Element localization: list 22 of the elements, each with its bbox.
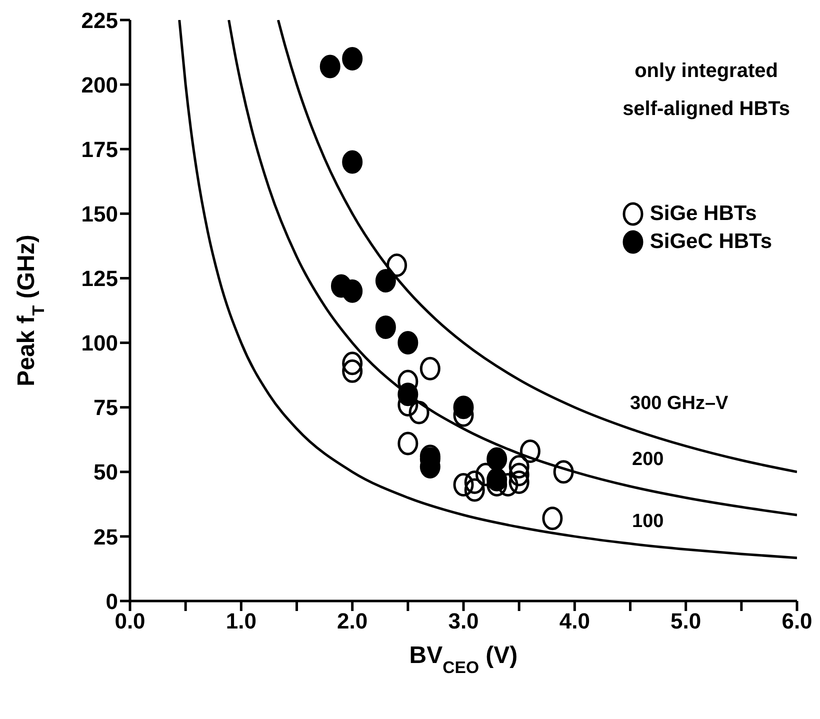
x-tick-label: 3.0 <box>448 608 479 634</box>
y-tick-label: 200 <box>81 72 118 98</box>
y-tick-label: 175 <box>81 136 118 162</box>
x-tick-label: 5.0 <box>670 608 702 634</box>
x-tick-label: 4.0 <box>559 608 590 634</box>
y-tick-label: 75 <box>94 395 118 420</box>
y-tick-label: 150 <box>81 201 118 226</box>
annotation: 100 <box>632 510 664 534</box>
annotation: only integrated self-aligned HBTs <box>622 59 790 122</box>
x-tick-label: 6.0 <box>782 608 812 634</box>
legend-label: SiGe HBTs <box>650 202 757 226</box>
x-axis-title: BV$_{CEO}$ (V) <box>409 642 518 676</box>
y-tick-label: 125 <box>81 266 118 292</box>
y-tick-label: 225 <box>81 8 118 33</box>
y-tick-label: 100 <box>81 330 118 356</box>
x-tick-label: 1.0 <box>226 608 256 634</box>
annotation: 200 <box>632 448 664 472</box>
annotation: 300 GHz–V <box>630 392 728 416</box>
x-tick-label: 2.0 <box>337 608 368 634</box>
legend-label: SiGeC HBTs <box>650 230 772 254</box>
y-tick-label: 50 <box>94 460 118 485</box>
y-tick-label: 25 <box>94 524 118 550</box>
